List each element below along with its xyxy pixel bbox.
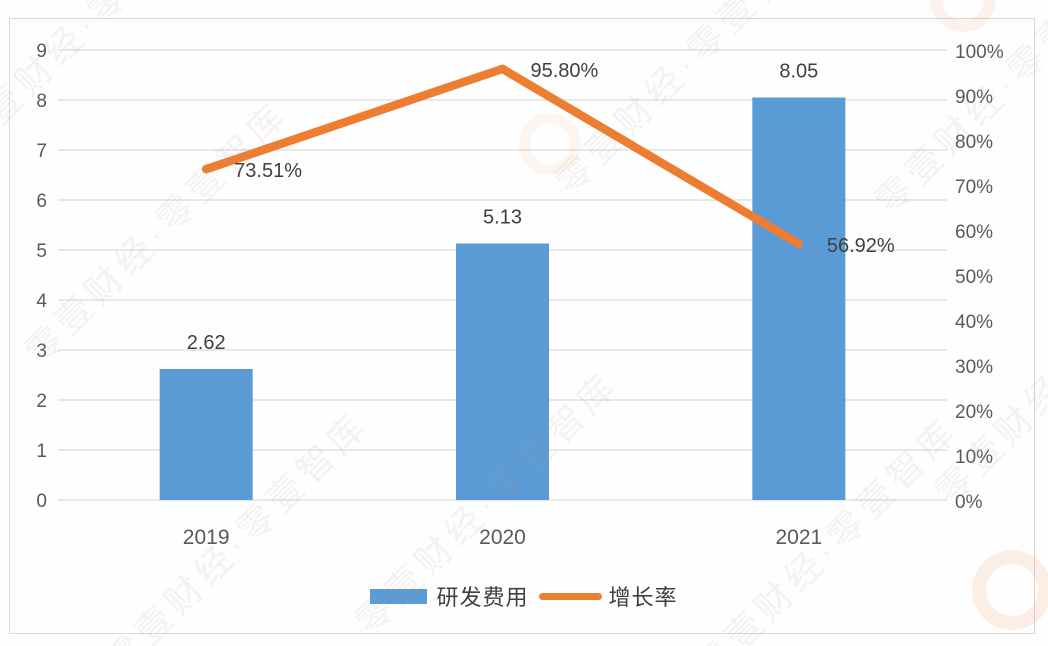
right-axis-tick: 60% — [955, 222, 993, 243]
bar-2021 — [752, 97, 846, 500]
left-axis-tick: 9 — [36, 41, 47, 62]
bar-data-label: 8.05 — [779, 61, 818, 83]
right-axis-tick: 0% — [955, 492, 983, 513]
bar-2019 — [159, 369, 253, 500]
right-axis-tick: 70% — [955, 177, 993, 198]
left-axis-tick: 4 — [36, 291, 47, 312]
legend-label-line: 增长率 — [608, 585, 678, 610]
left-axis-tick: 5 — [36, 241, 47, 262]
line-data-label: 95.80% — [531, 60, 599, 82]
left-axis-tick: 8 — [36, 91, 47, 112]
bar-2020 — [456, 243, 549, 500]
left-axis-tick: 6 — [36, 191, 47, 212]
right-axis-tick: 20% — [955, 402, 993, 423]
chart-panel-border — [9, 18, 1035, 634]
right-axis-tick: 100% — [955, 42, 1004, 63]
left-axis-tick: 7 — [36, 141, 47, 162]
right-axis-tick: 40% — [955, 312, 993, 333]
right-axis-tick: 10% — [955, 447, 993, 468]
x-axis-label-2020: 2020 — [479, 526, 526, 549]
line-data-label: 56.92% — [827, 235, 895, 257]
left-axis-tick: 1 — [36, 441, 47, 462]
legend-label-bar: 研发费用 — [436, 585, 529, 610]
right-axis-tick: 50% — [955, 267, 993, 288]
legend-bar-swatch — [370, 588, 428, 604]
x-axis-label-2021: 2021 — [775, 526, 822, 549]
legend-line-swatch — [538, 592, 602, 600]
growth-rate-line — [201, 64, 804, 249]
right-axis-tick: 90% — [955, 87, 993, 108]
legend: 研发费用 增长率 — [0, 580, 1048, 612]
right-axis-tick: 80% — [955, 132, 993, 153]
bar-data-label: 2.62 — [187, 332, 226, 354]
line-data-label: 73.51% — [234, 160, 302, 182]
bar-data-label: 5.13 — [483, 207, 522, 229]
left-axis-tick: 0 — [36, 491, 47, 512]
x-axis-label-2019: 2019 — [183, 526, 230, 549]
left-axis-tick: 2 — [36, 391, 47, 412]
right-axis-tick: 30% — [955, 357, 993, 378]
left-axis-tick: 3 — [36, 341, 47, 362]
